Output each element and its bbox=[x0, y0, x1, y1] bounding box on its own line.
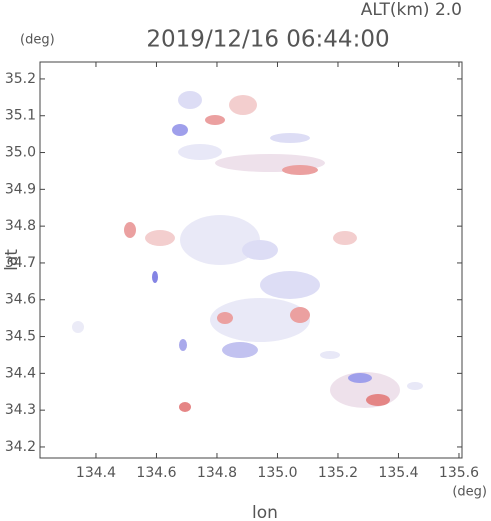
x-unit: (deg) bbox=[452, 485, 487, 500]
x-tick-label: 135.4 bbox=[378, 465, 418, 481]
echo bbox=[152, 271, 158, 283]
y-tick-label: 35.2 bbox=[5, 71, 36, 87]
plot-frame bbox=[39, 61, 463, 459]
echo bbox=[172, 124, 188, 136]
y-unit: (deg) bbox=[20, 33, 55, 48]
altitude: ALT(km) 2.0 bbox=[361, 0, 462, 20]
echo bbox=[260, 271, 320, 299]
y-tick-label: 34.6 bbox=[5, 292, 36, 308]
echo bbox=[366, 394, 390, 406]
y-tick-label: 34.2 bbox=[5, 439, 36, 455]
echo bbox=[72, 321, 84, 333]
x-tick-label: 134.4 bbox=[76, 465, 116, 481]
y-tick-label: 35.1 bbox=[5, 108, 36, 124]
echo bbox=[210, 298, 310, 342]
echo bbox=[124, 222, 136, 238]
y-tick-label: 34.8 bbox=[5, 218, 36, 234]
echoes bbox=[72, 91, 423, 412]
echo bbox=[145, 230, 175, 246]
echo bbox=[222, 342, 258, 358]
y-tick-label: 34.4 bbox=[5, 365, 36, 381]
x-tick-label: 135.0 bbox=[257, 465, 297, 481]
echo bbox=[320, 351, 340, 359]
echo bbox=[217, 312, 233, 324]
echo bbox=[205, 115, 225, 125]
echo bbox=[348, 373, 372, 383]
echo bbox=[282, 165, 318, 175]
y-tick-label: 34.9 bbox=[5, 181, 36, 197]
echo bbox=[407, 382, 423, 390]
echo bbox=[178, 144, 222, 160]
echo bbox=[333, 231, 357, 245]
x-axis-label: lon bbox=[252, 503, 278, 521]
echo bbox=[179, 339, 187, 351]
y-tick-label: 35.0 bbox=[5, 145, 36, 161]
y-tick-label: 34.3 bbox=[5, 402, 36, 418]
x-tick-label: 135.2 bbox=[318, 465, 358, 481]
echo bbox=[179, 402, 191, 412]
x-tick-label: 134.6 bbox=[136, 465, 176, 481]
echo bbox=[229, 95, 257, 115]
x-tick-label: 134.8 bbox=[197, 465, 237, 481]
echo bbox=[180, 215, 260, 265]
x-tick-label: 135.6 bbox=[439, 465, 479, 481]
y-axis-label: lat bbox=[2, 249, 22, 271]
echo bbox=[290, 307, 310, 323]
echo bbox=[178, 91, 202, 109]
echo bbox=[242, 240, 278, 260]
echo bbox=[270, 133, 310, 143]
y-tick-label: 34.7 bbox=[5, 255, 36, 271]
y-tick-label: 34.5 bbox=[5, 329, 36, 345]
chart-title: 2019/12/16 06:44:00 bbox=[146, 27, 389, 53]
